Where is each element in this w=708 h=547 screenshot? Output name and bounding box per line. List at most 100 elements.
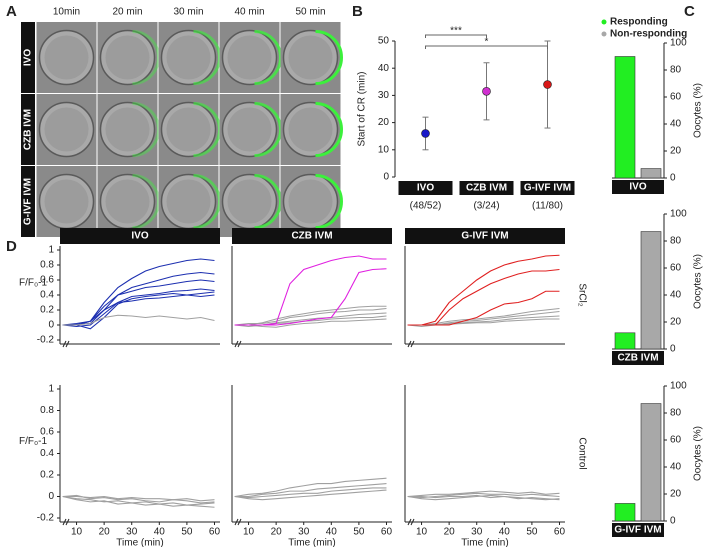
axis-break bbox=[234, 340, 242, 348]
y-tick-label: 30 bbox=[378, 90, 390, 101]
significance-bracket bbox=[425, 34, 487, 38]
category-label: CZB IVM bbox=[466, 183, 507, 194]
y-tick-label: 60 bbox=[670, 263, 682, 274]
category-label: G-IVF IVM bbox=[614, 525, 661, 536]
x-tick-label: 40 bbox=[499, 527, 511, 538]
axis-break bbox=[407, 518, 415, 526]
x-axis-label: Time (min) bbox=[288, 538, 335, 547]
trace bbox=[234, 487, 387, 499]
trace bbox=[407, 268, 560, 326]
trace bbox=[62, 294, 215, 326]
y-tick-label: 0.8 bbox=[40, 260, 54, 271]
oocyte-inner bbox=[166, 35, 211, 80]
trace bbox=[407, 318, 560, 326]
y-tick-label: 40 bbox=[378, 63, 390, 74]
x-tick-label: 10 bbox=[243, 527, 255, 538]
oocyte-inner bbox=[227, 35, 272, 80]
category-box bbox=[459, 181, 514, 195]
y-tick-label: 10 bbox=[378, 144, 390, 155]
x-tick-label: 20 bbox=[271, 527, 283, 538]
y-tick-label: 0 bbox=[383, 172, 389, 183]
category-box bbox=[612, 523, 664, 537]
category-note: (11/80) bbox=[532, 201, 563, 212]
axis-break bbox=[407, 340, 415, 348]
x-tick-label: 30 bbox=[298, 527, 310, 538]
y-tick-label: -0.2 bbox=[37, 335, 55, 346]
legend-swatch bbox=[601, 31, 607, 37]
point bbox=[421, 129, 430, 138]
oocyte-inner bbox=[166, 179, 211, 224]
x-tick-label: 50 bbox=[526, 527, 538, 538]
y-tick-label: 0.6 bbox=[40, 427, 54, 438]
axis-break bbox=[234, 518, 242, 526]
trace bbox=[234, 318, 387, 328]
y-tick-label: 0.4 bbox=[40, 290, 54, 301]
oocyte-inner bbox=[227, 107, 272, 152]
y-tick-label: 80 bbox=[670, 408, 682, 419]
trace bbox=[407, 254, 560, 326]
y-tick-label: 40 bbox=[670, 290, 682, 301]
y-tick-label: 80 bbox=[670, 65, 682, 76]
bar bbox=[614, 332, 636, 350]
trace bbox=[407, 290, 560, 326]
y-axis-label: F/F₀-1 bbox=[19, 436, 47, 447]
oocyte-inner bbox=[44, 179, 89, 224]
x-tick-label: 60 bbox=[554, 527, 566, 538]
y-tick-label: 0.6 bbox=[40, 275, 54, 286]
x-tick-label: 50 bbox=[181, 527, 193, 538]
column-header: G-IVF IVM bbox=[461, 231, 508, 242]
y-tick-label: 20 bbox=[670, 146, 682, 157]
oocyte-inner bbox=[288, 35, 333, 80]
panel-label: B bbox=[352, 3, 363, 20]
x-tick-label: 10 bbox=[71, 527, 83, 538]
trace bbox=[407, 494, 560, 501]
y-tick-label: 0.4 bbox=[40, 448, 54, 459]
column-header: IVO bbox=[131, 231, 148, 242]
column-header: 40 min bbox=[234, 7, 264, 18]
x-tick-label: 40 bbox=[326, 527, 338, 538]
x-tick-label: 40 bbox=[154, 527, 166, 538]
trace bbox=[62, 495, 215, 502]
y-tick-label: 0.2 bbox=[40, 470, 54, 481]
category-label: CZB IVM bbox=[617, 353, 658, 364]
trace bbox=[62, 314, 215, 326]
category-box bbox=[612, 351, 664, 365]
oocyte-inner bbox=[105, 35, 150, 80]
axis-break bbox=[62, 340, 70, 348]
trace bbox=[234, 268, 387, 326]
x-tick-label: 50 bbox=[353, 527, 365, 538]
y-tick-label: 0 bbox=[670, 344, 676, 355]
trace bbox=[62, 495, 215, 508]
y-axis-label: Start of CR (min) bbox=[357, 71, 368, 146]
axis-break bbox=[62, 518, 70, 526]
y-tick-label: 100 bbox=[670, 381, 687, 392]
category-box bbox=[520, 181, 575, 195]
panel-label: C bbox=[684, 3, 695, 20]
oocyte-inner bbox=[227, 179, 272, 224]
category-box bbox=[612, 180, 664, 194]
y-tick-label: 80 bbox=[670, 236, 682, 247]
bar bbox=[640, 403, 662, 522]
y-tick-label: 20 bbox=[378, 117, 390, 128]
category-label: G-IVF IVM bbox=[524, 183, 571, 194]
trace bbox=[62, 288, 215, 328]
oocyte-inner bbox=[288, 107, 333, 152]
x-tick-label: 60 bbox=[381, 527, 393, 538]
row-strip bbox=[21, 94, 35, 165]
y-tick-label: 1 bbox=[48, 384, 54, 395]
trace bbox=[407, 307, 560, 326]
panel-label: A bbox=[6, 3, 17, 20]
bar bbox=[640, 168, 662, 179]
row-label: Control bbox=[576, 437, 587, 469]
oocyte-inner bbox=[44, 35, 89, 80]
row-header: G-IVF IVM bbox=[23, 178, 34, 225]
trace bbox=[407, 490, 560, 498]
x-tick-label: 20 bbox=[444, 527, 456, 538]
column-header: 20 min bbox=[112, 7, 142, 18]
x-axis-label: Time (min) bbox=[116, 538, 163, 547]
y-tick-label: 60 bbox=[670, 92, 682, 103]
fluorescence bbox=[315, 30, 343, 85]
y-tick-label: 0 bbox=[48, 320, 54, 331]
x-tick-label: 60 bbox=[209, 527, 221, 538]
